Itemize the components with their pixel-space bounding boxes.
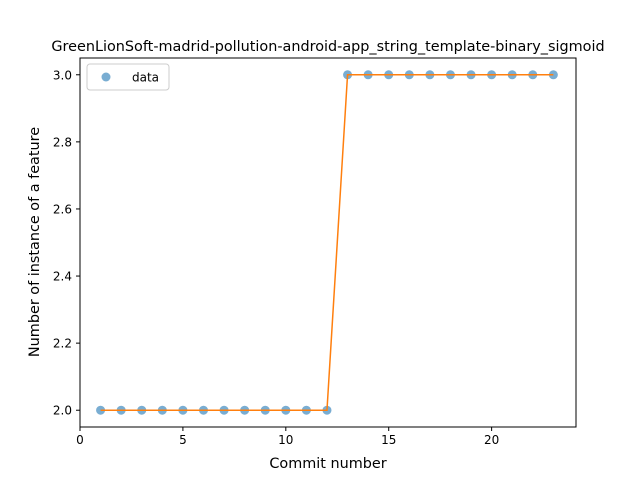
x-tick-label: 10 xyxy=(278,433,293,447)
chart-title: GreenLionSoft-madrid-pollution-android-a… xyxy=(51,39,604,55)
y-tick-label: 2.6 xyxy=(53,202,72,216)
series-line xyxy=(100,74,554,411)
y-tick-label: 2.4 xyxy=(53,270,72,284)
x-tick-label: 0 xyxy=(76,433,84,447)
x-tick-label: 15 xyxy=(381,433,396,447)
x-axis-ticks: 0 5 10 15 20 xyxy=(76,427,499,447)
axes-frame xyxy=(79,57,577,428)
y-tick-label: 2.0 xyxy=(53,404,72,418)
x-axis-label: Commit number xyxy=(269,456,386,472)
legend: data xyxy=(86,63,170,91)
x-tick-label: 5 xyxy=(179,433,187,447)
y-axis-ticks: 2.0 2.2 2.4 2.6 2.8 3.0 xyxy=(53,68,80,418)
y-tick-label: 3.0 xyxy=(53,68,72,82)
plot-area xyxy=(96,70,558,415)
y-axis-label: Number of instance of a feature xyxy=(27,127,43,357)
y-tick-label: 2.2 xyxy=(53,337,72,351)
y-tick-label: 2.8 xyxy=(53,135,72,149)
legend-label: data xyxy=(132,71,159,85)
x-tick-label: 20 xyxy=(484,433,499,447)
legend-marker xyxy=(101,72,111,82)
legend-frame xyxy=(86,63,170,91)
